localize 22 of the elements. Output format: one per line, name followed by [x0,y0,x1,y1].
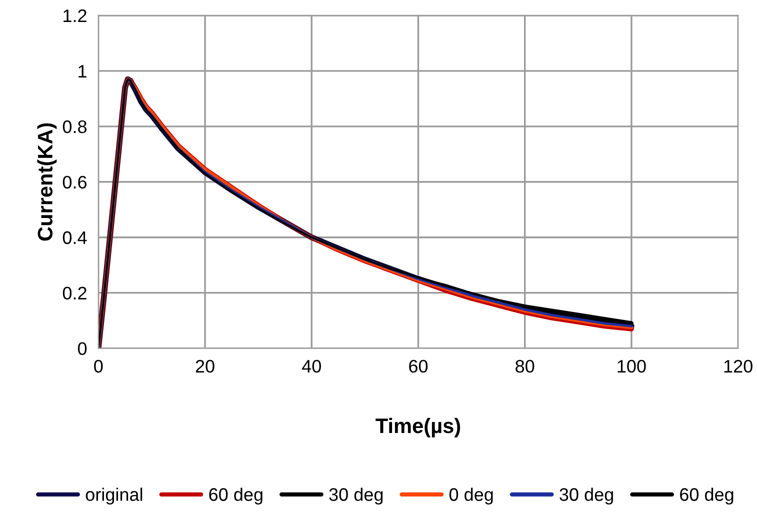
y-tick-label: 1 [78,65,86,78]
x-tick-label: 100 [618,360,646,373]
x-tick-label: 60 [409,360,428,373]
y-tick-label: 0.4 [62,231,87,244]
legend-label: original [86,488,142,505]
legend-label: 30 deg [329,488,383,505]
y-axis-title: Current(KA) [37,123,57,241]
x-tick-label: 120 [724,360,752,373]
y-tick-label: 0.8 [62,120,87,134]
x-tick-label: 40 [302,360,321,373]
x-tick-label: 0 [94,360,103,373]
legend-label: 60 deg [680,488,734,505]
y-tick-label: 0 [78,342,87,356]
legend-label: 0 deg [449,488,493,505]
legend-label: 30 deg [560,488,613,505]
y-tick-label: 1.2 [64,9,86,22]
y-tick-label: 0.6 [62,176,87,189]
x-tick-label: 20 [196,360,214,373]
legend-label: 60 deg [209,488,262,505]
x-tick-label: 80 [516,360,534,373]
y-tick-label: 0.2 [62,286,86,300]
x-axis-title: Time(µs) [376,418,460,438]
